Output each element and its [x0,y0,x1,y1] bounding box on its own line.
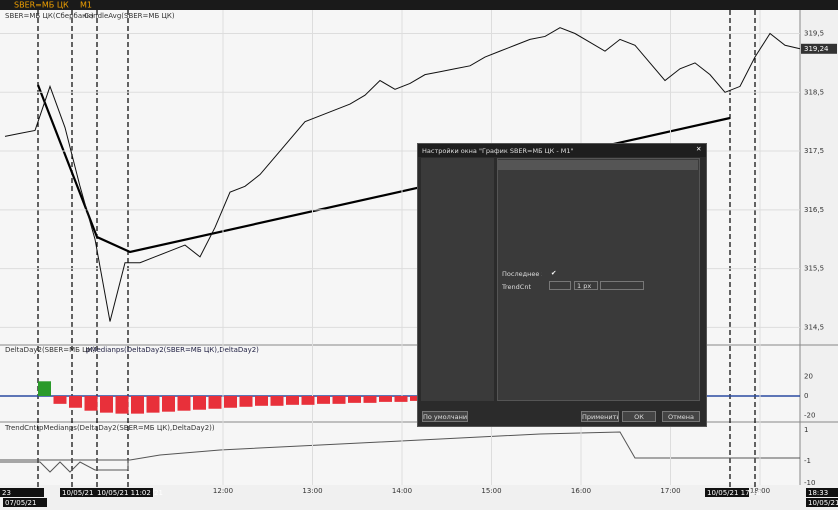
time-marker-box [806,488,838,497]
indicator-panel [497,158,700,401]
symbol[interactable]: SBER=МБ ЦК [14,1,69,10]
trendcnt-pane [0,422,800,485]
width-select[interactable]: 1 px [574,281,598,290]
y-tick-label: 1 [804,426,808,434]
delta-bar [84,396,98,411]
delta-bar [410,396,423,401]
legend: SBER=МБ ЦК(Сбербанк) [5,12,94,20]
time-marker: 18:33 [808,489,828,497]
default-button[interactable]: По умолчанию [422,411,468,422]
x-tick-label: 15:00 [481,487,501,495]
time-marker: 23 [2,489,11,497]
delta-bar [224,396,237,408]
ok-button[interactable]: ОК [622,411,656,422]
x-tick-label: 13:00 [302,487,322,495]
time-marker-box [806,498,838,507]
price-line [4,27,801,322]
delta-bar [115,396,129,414]
x-tick-label: 17:00 [660,487,680,495]
settings-dialog: Настройки окна "График SBER=МБ ЦК - M1" … [417,143,707,427]
trendcnt-line [0,460,129,473]
delta-bar [301,396,315,405]
delta-bar [193,396,206,410]
time-marker: 10/05/21 11:02 [97,489,151,497]
x-tick-label: 18:00 [750,487,770,495]
x-tick-label: 16:00 [571,487,591,495]
delta-bar [379,396,392,402]
dialog-title: Настройки окна "График SBER=МБ ЦК - M1" [418,144,706,157]
legend: TrendCnt(pMedianps(DeltaDay2(SBER=МБ ЦК)… [4,424,215,432]
y-tick-label: 317,5 [804,147,824,155]
y-tick-label: -10 [804,479,815,487]
time-marker: 10/05/21 17:46 [707,489,761,497]
delta-bar [239,396,253,407]
delta-bar [146,396,160,413]
add-row[interactable] [498,160,698,170]
y-tick-label: -1 [804,457,811,465]
delta-bar [38,381,51,396]
time-marker: 07/05/21 [5,499,36,507]
legend: DeltaDay2(SBER=МБ ЦК) [5,346,96,354]
time-marker-box [95,488,153,497]
x-tick-label: 14:00 [392,487,412,495]
delta-bar [270,396,284,406]
close-button[interactable]: ✕ [696,145,702,153]
y-tick-label: 315,5 [804,265,824,273]
price-axis [800,10,838,485]
toolbar [0,0,838,10]
delta-bar [332,396,346,404]
y-tick-label: 318,5 [804,88,824,96]
delta-bar [69,396,82,408]
x-tick-label: 12:00 [213,487,233,495]
param-label: Последнее знач. [502,270,542,278]
style-select[interactable] [600,281,644,290]
delta-bar [348,396,361,403]
last-price-box [801,43,837,54]
y-tick-label: -20 [804,412,815,420]
delta-bar [162,396,175,412]
delta-bar [177,396,191,411]
y-tick-label: 0 [804,392,808,400]
delta-bar [363,396,377,403]
trendcnt-line [0,431,800,461]
y-tick-label: 314,5 [804,323,824,331]
color-select[interactable] [549,281,571,290]
menu-panel [421,158,494,401]
last-price: 319,24 [804,45,829,53]
delta-bar [394,396,408,402]
apply-button[interactable]: Применить [581,411,619,422]
delta-bar [53,396,67,404]
param-label: TrendCnt [502,283,531,291]
legend: CandleAvg(SBER=МБ ЦК) [84,12,175,20]
checkbox[interactable]: ✔ [551,269,557,277]
delta-bar [317,396,330,404]
time-marker-box [3,498,47,507]
legend: pMedianps(DeltaDay2(SBER=МБ ЦК),DeltaDay… [86,346,259,354]
time-marker: 10/05/21 [808,499,838,507]
y-tick-label: 316,5 [804,206,824,214]
delta-bar [286,396,299,405]
time-marker-box [0,488,44,497]
time-marker-box [705,488,749,497]
delta-bar [131,396,144,414]
delta-bar [100,396,113,413]
delta-bar [255,396,268,406]
cancel-button[interactable]: Отмена [662,411,700,422]
delta-bar [208,396,222,409]
y-tick-label: 319,5 [804,30,824,38]
y-tick-label: 20 [804,372,813,380]
timeframe[interactable]: M1 [80,1,92,10]
